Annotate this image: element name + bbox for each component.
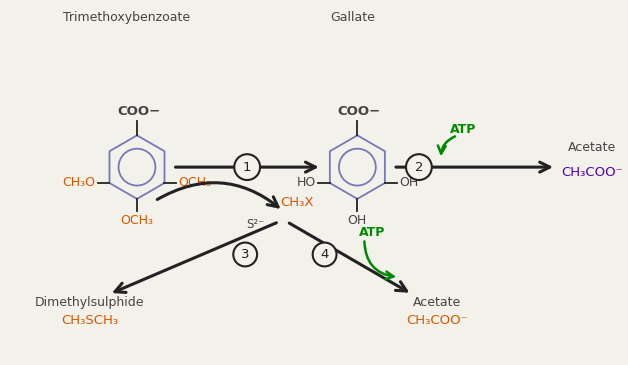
Text: Dimethylsulphide: Dimethylsulphide xyxy=(35,296,144,309)
Text: ATP: ATP xyxy=(450,123,477,136)
Text: Trimethoxybenzoate: Trimethoxybenzoate xyxy=(63,11,191,24)
Text: Acetate: Acetate xyxy=(413,296,461,309)
Text: 4: 4 xyxy=(320,248,329,261)
Text: COO−: COO− xyxy=(338,105,381,119)
Text: CH₃SCH₃: CH₃SCH₃ xyxy=(61,314,118,327)
Text: OH: OH xyxy=(348,214,367,227)
Text: 2: 2 xyxy=(414,161,423,174)
Text: S²⁻: S²⁻ xyxy=(246,218,264,231)
Text: 1: 1 xyxy=(243,161,251,174)
Circle shape xyxy=(234,154,260,180)
Text: CH₃COO⁻: CH₃COO⁻ xyxy=(406,314,468,327)
Text: 3: 3 xyxy=(241,248,249,261)
Text: CH₃O: CH₃O xyxy=(63,177,95,189)
Circle shape xyxy=(406,154,432,180)
Text: CH₃COO⁻: CH₃COO⁻ xyxy=(561,166,622,178)
Text: CH₃X: CH₃X xyxy=(280,196,313,210)
Text: Gallate: Gallate xyxy=(330,11,375,24)
Text: OH: OH xyxy=(399,177,418,189)
Text: COO−: COO− xyxy=(117,105,161,119)
Text: Acetate: Acetate xyxy=(568,141,616,154)
Text: OCH₃: OCH₃ xyxy=(178,177,212,189)
Text: OCH₃: OCH₃ xyxy=(121,214,153,227)
Text: HO: HO xyxy=(296,177,316,189)
Circle shape xyxy=(233,243,257,266)
Circle shape xyxy=(313,243,337,266)
Text: ATP: ATP xyxy=(359,226,386,239)
